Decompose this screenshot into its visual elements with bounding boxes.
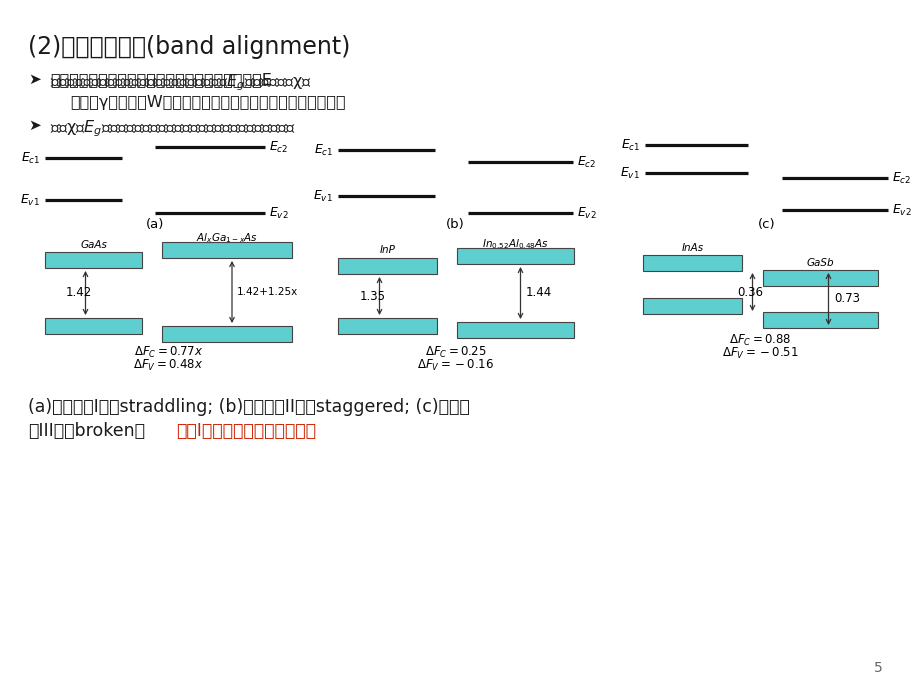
Text: $E_{c1}$: $E_{c1}$ — [313, 142, 333, 157]
Text: (a)跨骑型或I型，straddling; (b)交错型或II型，staggered; (c)错开型: (a)跨骑型或I型，straddling; (b)交错型或II型，stagger… — [28, 398, 470, 416]
Text: 5: 5 — [873, 661, 881, 675]
Text: ➤: ➤ — [28, 72, 40, 87]
Bar — [162, 326, 291, 342]
Bar — [45, 252, 142, 268]
Text: 1.35: 1.35 — [359, 290, 385, 302]
Text: (a): (a) — [145, 218, 164, 231]
Text: $E_{c2}$: $E_{c2}$ — [891, 170, 911, 186]
Text: $\Delta F_C = 0.77x$: $\Delta F_C = 0.77x$ — [133, 345, 203, 360]
Text: 电离能γ和功函数W，而结的电学特性强烈地依赖于这些参数。: 电离能γ和功函数W，而结的电学特性强烈地依赖于这些参数。 — [70, 95, 346, 110]
Text: (c): (c) — [757, 218, 775, 231]
Bar — [642, 298, 742, 314]
Bar — [762, 312, 877, 328]
Text: $E_{v1}$: $E_{v1}$ — [619, 166, 640, 181]
Text: ➤: ➤ — [28, 118, 40, 133]
Text: 构成异质结的两种半导体材料具有不同的带隙宽度$E_g$、电子亲和势χ、: 构成异质结的两种半导体材料具有不同的带隙宽度$E_g$、电子亲和势χ、 — [50, 72, 312, 92]
Text: $E_{c1}$: $E_{c1}$ — [620, 137, 640, 152]
Text: $E_{v1}$: $E_{v1}$ — [20, 193, 40, 208]
Text: (b): (b) — [446, 218, 464, 231]
Text: $E_{v2}$: $E_{v2}$ — [576, 206, 596, 221]
Bar — [642, 255, 742, 271]
Text: 1.44: 1.44 — [525, 286, 551, 299]
Text: GaSb: GaSb — [806, 258, 834, 268]
Text: InAs: InAs — [681, 243, 703, 253]
Text: $E_{v1}$: $E_{v1}$ — [312, 188, 333, 204]
Text: 1.42+1.25x: 1.42+1.25x — [237, 287, 298, 297]
Text: $\Delta F_C = 0.25$: $\Delta F_C = 0.25$ — [425, 345, 486, 360]
Text: $\Delta F_C = 0.88$: $\Delta F_C = 0.88$ — [729, 333, 790, 348]
Text: 1.42: 1.42 — [65, 286, 92, 299]
Text: 或III型，broken。: 或III型，broken。 — [28, 422, 145, 440]
Text: $Al_xGa_{1-x}As$: $Al_xGa_{1-x}As$ — [196, 231, 257, 245]
Text: 0.36: 0.36 — [737, 286, 763, 299]
Text: 其中I型从技术上讲最为重要。: 其中I型从技术上讲最为重要。 — [176, 422, 315, 440]
Text: $E_{c2}$: $E_{c2}$ — [268, 139, 288, 155]
Text: $\Delta F_V = -0.51$: $\Delta F_V = -0.51$ — [721, 346, 798, 361]
Text: (2)异质结能带图(band alignment): (2)异质结能带图(band alignment) — [28, 35, 350, 59]
Text: $In_{0.52}Al_{0.48}As$: $In_{0.52}Al_{0.48}As$ — [482, 237, 549, 250]
Bar — [337, 318, 437, 334]
Bar — [762, 270, 877, 286]
Bar — [457, 322, 573, 338]
Text: $E_{c2}$: $E_{c2}$ — [576, 155, 596, 170]
Text: GaAs: GaAs — [80, 240, 107, 250]
Text: 0.73: 0.73 — [834, 293, 859, 306]
Text: $\Delta F_V = 0.48x$: $\Delta F_V = 0.48x$ — [133, 358, 203, 373]
Text: $E_{v2}$: $E_{v2}$ — [268, 206, 289, 221]
Bar — [162, 242, 291, 258]
Text: $E_{v2}$: $E_{v2}$ — [891, 202, 911, 217]
Text: 构成异质结的两种半导体材料具有不同的带隙宽度E: 构成异质结的两种半导体材料具有不同的带隙宽度E — [50, 72, 272, 87]
Bar — [457, 248, 573, 264]
Bar — [45, 318, 142, 334]
Bar — [337, 258, 437, 274]
Text: $E_{c1}$: $E_{c1}$ — [20, 150, 40, 166]
Text: 根据χ和$E_g$的相对值，窄带隙和宽带隙形成的异质结有三种类型：: 根据χ和$E_g$的相对值，窄带隙和宽带隙形成的异质结有三种类型： — [50, 118, 295, 139]
Text: InP: InP — [380, 245, 395, 255]
Text: $\Delta F_V = -0.16$: $\Delta F_V = -0.16$ — [417, 358, 494, 373]
